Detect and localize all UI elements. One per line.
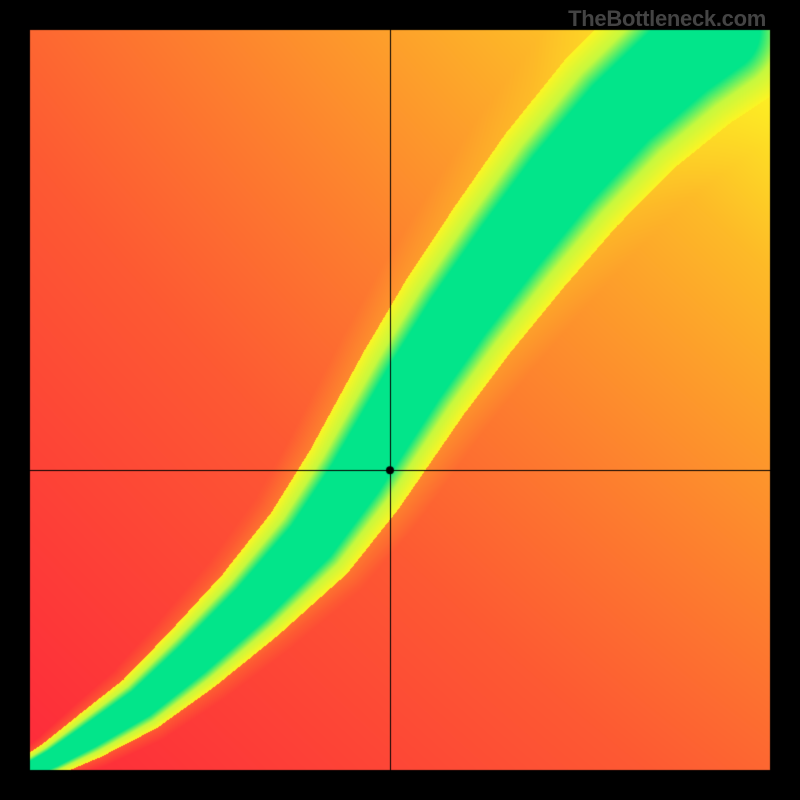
heatmap-canvas bbox=[0, 0, 800, 800]
watermark-text: TheBottleneck.com bbox=[568, 6, 766, 32]
chart-container: TheBottleneck.com bbox=[0, 0, 800, 800]
